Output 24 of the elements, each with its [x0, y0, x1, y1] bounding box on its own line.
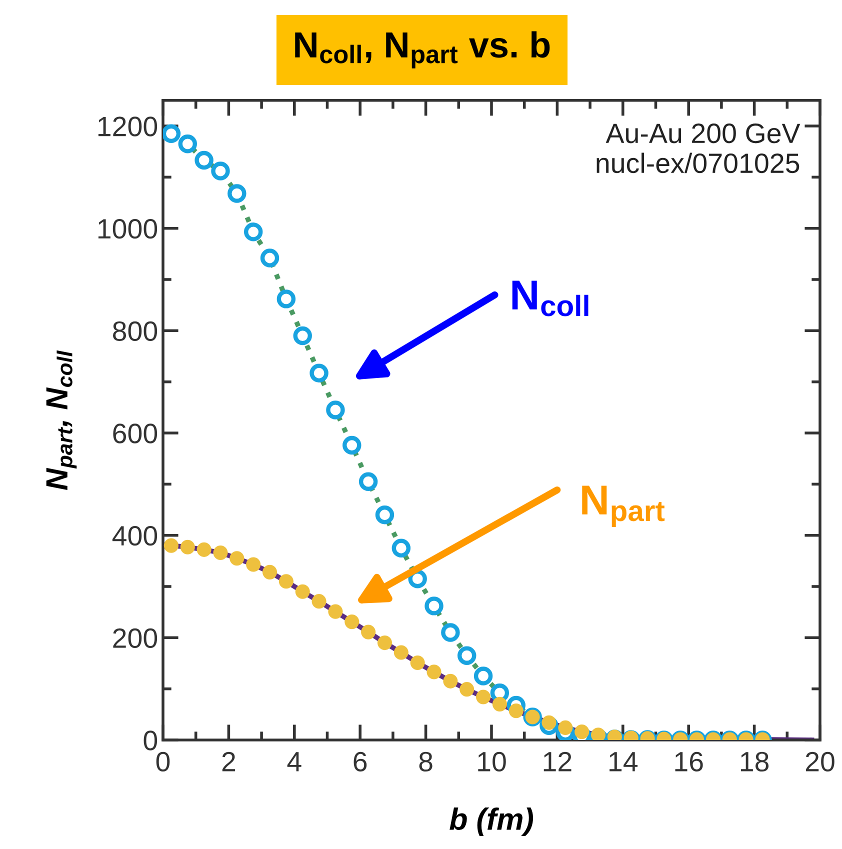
x-tick-label: 6 [354, 752, 367, 772]
y-axis-title: N$_{part}$, N$_{coll}$ [46, 350, 77, 490]
chart-title: N$_{coll}$, N$_{part}$ vs. b [295, 31, 550, 68]
y-tick-label: 400 [112, 526, 158, 546]
annotation: N$_{coll}$ [512, 280, 588, 316]
y-tick-label: 0 [144, 730, 158, 750]
y-tick-label: 600 [113, 424, 158, 444]
x-tick-label: 4 [287, 752, 302, 772]
x-tick-label: 16 [675, 752, 703, 772]
x-tick-label: 8 [419, 752, 432, 772]
y-tick-label: 800 [113, 321, 158, 342]
x-tick-label: 2 [222, 752, 236, 772]
x-axis-title: b (fm) [450, 808, 534, 836]
annotation: N$_{part}$ [582, 486, 665, 528]
y-tick-label: 1200 [98, 116, 158, 136]
x-tick-label: 0 [156, 752, 170, 772]
x-tick-label: 10 [478, 752, 506, 772]
y-tick-label: 200 [113, 628, 158, 648]
annotation: Au-Au 200 GeV nucl-ex/0701025 [596, 124, 800, 174]
x-tick-label: 14 [610, 752, 638, 772]
y-tick-label: 1000 [98, 219, 158, 239]
x-tick-label: 18 [740, 752, 769, 772]
x-tick-label: 20 [806, 752, 834, 772]
x-tick-label: 12 [544, 752, 572, 772]
